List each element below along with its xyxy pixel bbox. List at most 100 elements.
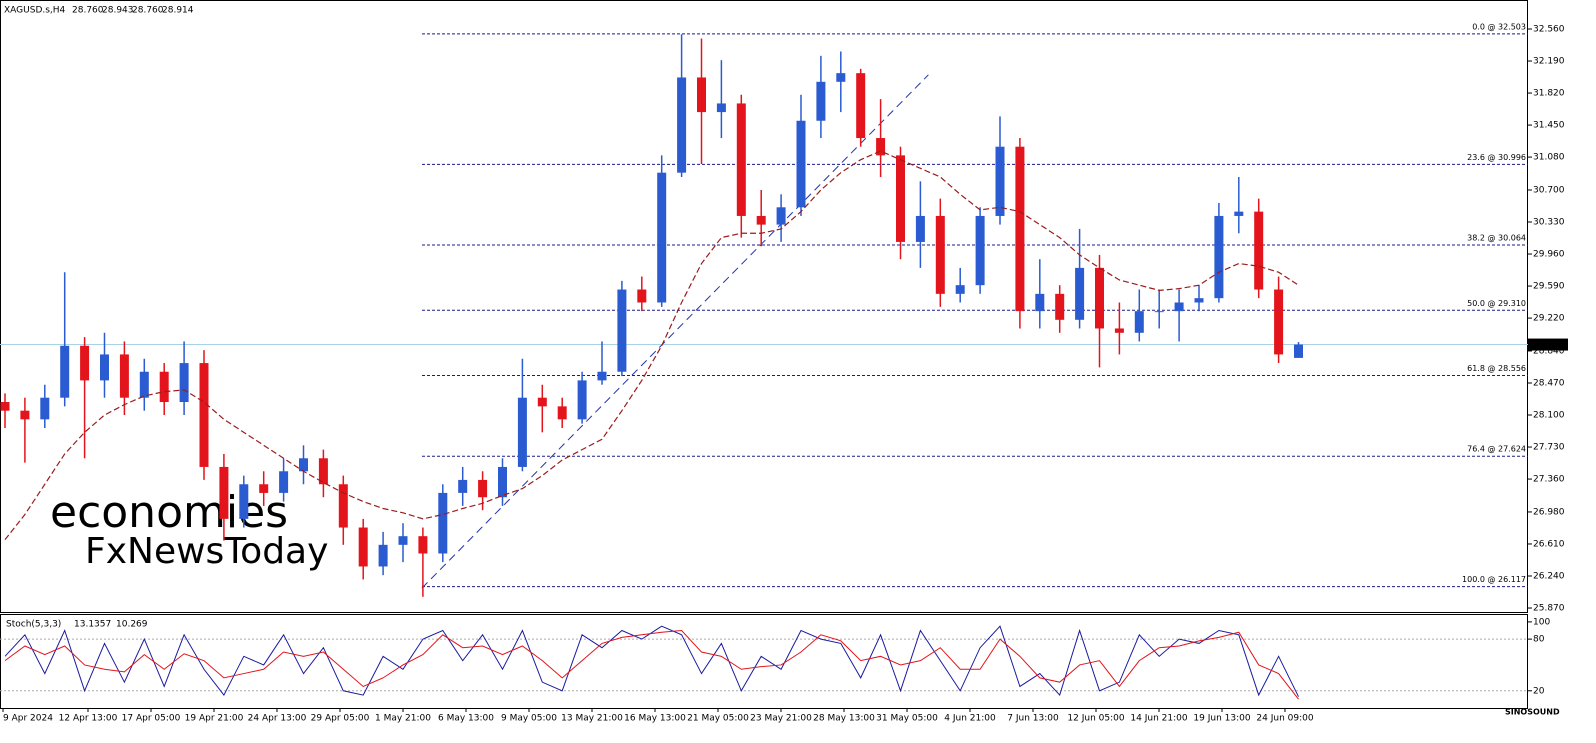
fib-label: 61.8 @ 28.556: [1467, 364, 1526, 373]
y-tick-label: 29.960: [1533, 250, 1565, 260]
ohlc-value: 28.760: [72, 6, 104, 16]
candle-body: [876, 138, 886, 156]
price-frame: [0, 0, 1528, 613]
candle-body: [1274, 289, 1284, 355]
x-tick-label: 19 Apr 21:00: [185, 714, 244, 724]
candle-body: [557, 406, 567, 420]
ohlc-value: 28.914: [162, 6, 194, 16]
candle-body: [1154, 311, 1164, 313]
y-tick-label: 32.190: [1533, 57, 1565, 67]
candle-body: [577, 380, 587, 420]
candle-body: [398, 536, 408, 545]
y-tick-label: 100: [1533, 617, 1550, 627]
x-tick-label: 29 Apr 05:00: [311, 714, 370, 724]
y-tick-label: 28.470: [1533, 378, 1565, 388]
x-tick-label: 24 Apr 13:00: [248, 714, 307, 724]
stoch-value: 13.1357: [74, 620, 111, 630]
y-tick-label: 31.080: [1533, 153, 1565, 163]
candle-body: [100, 354, 109, 381]
candle-body: [677, 77, 687, 173]
candle-body: [438, 492, 448, 554]
y-tick-label: 28.100: [1533, 411, 1565, 421]
y-tick-label: 30.700: [1533, 185, 1565, 195]
candle-body: [40, 397, 50, 420]
candle-body: [955, 285, 965, 294]
candle-body: [179, 363, 189, 403]
candle-body: [259, 484, 269, 493]
symbol: XAGUSD.s,H4: [4, 6, 66, 16]
y-tick-label: 25.870: [1533, 604, 1565, 614]
candle-body: [517, 397, 527, 467]
y-tick-label: 20: [1533, 686, 1545, 696]
candle-body: [637, 289, 647, 303]
candle-body: [716, 103, 726, 113]
candle-body: [1095, 267, 1104, 329]
candle-body: [219, 466, 229, 519]
candle-body: [358, 527, 368, 567]
candle-body: [697, 77, 706, 113]
stoch-line: [4, 629, 1299, 700]
y-tick-label: 26.240: [1533, 571, 1565, 581]
candle-body: [816, 81, 826, 121]
y-tick-label: 32.560: [1533, 25, 1565, 35]
candle-body: [60, 345, 70, 398]
y-tick-label: 28.840: [1533, 346, 1565, 356]
x-tick-label: 19 Jun 13:00: [1193, 714, 1250, 724]
y-tick-label: 29.220: [1533, 314, 1565, 324]
candle-body: [657, 172, 667, 303]
candle-body: [537, 397, 547, 407]
fib-label: 100.0 @ 26.117: [1462, 575, 1526, 584]
x-tick-label: 4 Jun 21:00: [944, 714, 996, 724]
x-tick-label: 12 Jun 05:00: [1067, 714, 1124, 724]
y-tick-label: 26.980: [1533, 507, 1565, 517]
candle-body: [1194, 298, 1204, 303]
candle-body: [80, 345, 90, 381]
candle-body: [935, 215, 945, 294]
x-tick-label: 21 May 05:00: [687, 714, 749, 724]
x-tick-label: 14 Jun 21:00: [1130, 714, 1187, 724]
x-tick-label: 6 May 13:00: [438, 714, 494, 724]
moving-average: [4, 150, 1299, 541]
x-tick-label: 16 May 13:00: [624, 714, 686, 724]
price-box: [1528, 338, 1568, 351]
fib-label: 50.0 @ 29.310: [1467, 299, 1526, 308]
stoch-line: [4, 625, 1299, 697]
candle-body: [478, 479, 488, 498]
candle-body: [1015, 146, 1025, 312]
fib-label: 23.6 @ 30.996: [1467, 153, 1526, 162]
candle-body: [776, 207, 786, 225]
x-tick-label: 28 May 13:00: [813, 714, 875, 724]
candle-body: [318, 458, 328, 485]
x-tick-label: 23 May 21:00: [750, 714, 812, 724]
candle-body: [1114, 328, 1124, 333]
x-tick-label: 17 Apr 05:00: [122, 714, 181, 724]
candle-body: [856, 73, 866, 139]
stoch-value: 10.269: [116, 620, 148, 630]
y-tick-label: 27.360: [1533, 475, 1565, 485]
candle-body: [279, 471, 289, 493]
candle-body: [1134, 311, 1144, 333]
y-tick-label: 30.330: [1533, 218, 1565, 228]
candle-body: [338, 484, 348, 528]
fib-label: 0.0 @ 32.503: [1472, 22, 1526, 31]
ohlc-value: 28.943: [102, 6, 134, 16]
candle-body: [418, 536, 428, 554]
candle-body: [1294, 344, 1303, 358]
candle-body: [1234, 211, 1244, 216]
candle-body: [498, 466, 507, 498]
y-tick-label: 31.450: [1533, 121, 1565, 131]
x-tick-label: 13 May 21:00: [561, 714, 623, 724]
x-tick-label: 12 Apr 13:00: [59, 714, 118, 724]
candle-body: [915, 215, 925, 242]
stoch-title: Stoch(5,3,3): [6, 620, 61, 630]
x-tick-label: 9 May 05:00: [501, 714, 557, 724]
candle-body: [756, 215, 766, 225]
x-tick-label: 9 Apr 2024: [3, 714, 53, 724]
candle-body: [119, 354, 129, 398]
fib-label: 76.4 @ 27.624: [1467, 445, 1526, 454]
candle-body: [139, 371, 149, 398]
candle-body: [995, 146, 1005, 216]
